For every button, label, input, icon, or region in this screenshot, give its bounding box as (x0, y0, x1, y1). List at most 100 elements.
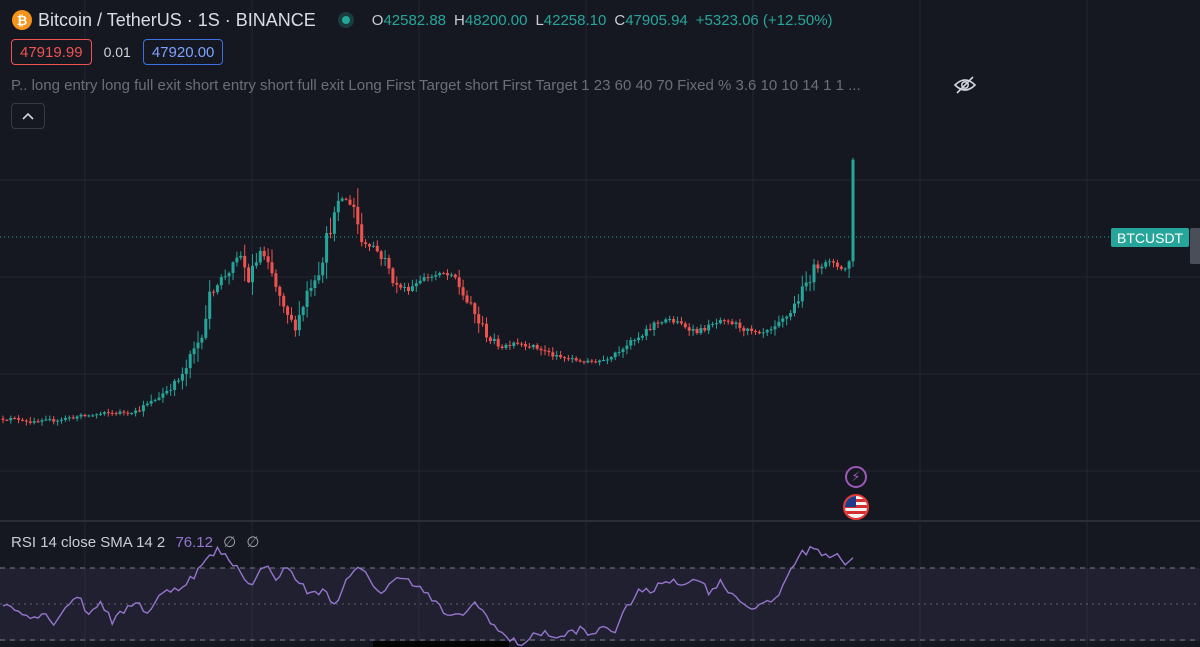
candle (812, 259, 816, 291)
candle (138, 406, 141, 413)
candle (613, 351, 617, 361)
strategy-legend[interactable]: P.. long entry long full exit short entr… (11, 77, 861, 94)
candle (761, 328, 765, 338)
candle (368, 243, 371, 252)
candle (804, 271, 808, 292)
candle (169, 383, 173, 396)
candle (184, 359, 188, 387)
candle (17, 415, 21, 424)
candle (570, 354, 574, 363)
rsi-params: 14 close SMA 14 2 (40, 534, 166, 551)
candle (243, 244, 247, 282)
sell-button[interactable]: 47919.99 (11, 39, 92, 65)
lightning-icon[interactable]: ⚡ (845, 466, 867, 488)
candle (555, 350, 559, 360)
ohlc-low: L42258.10 (535, 11, 607, 29)
candle (286, 305, 290, 324)
candle (559, 350, 563, 360)
candle (344, 197, 348, 201)
candle (360, 212, 364, 247)
candle (266, 248, 270, 270)
candle (430, 274, 434, 282)
candle (664, 317, 668, 324)
candle (633, 338, 637, 346)
candle (258, 246, 262, 265)
candle (539, 346, 543, 356)
market-status-icon[interactable] (337, 12, 354, 28)
candle (746, 327, 750, 336)
eye-slash-icon[interactable] (952, 74, 978, 96)
candle (309, 279, 313, 297)
candle (180, 367, 184, 390)
candle (640, 334, 644, 341)
candle (270, 249, 274, 277)
candle (9, 415, 13, 424)
candle (485, 317, 488, 343)
candle (695, 326, 699, 335)
candle (262, 246, 266, 260)
candle (239, 251, 243, 261)
candle (418, 275, 422, 285)
candle (527, 343, 531, 349)
rsi-name: RSI (11, 534, 37, 551)
candle (621, 347, 625, 358)
candle (235, 251, 239, 267)
candle (317, 261, 321, 284)
us-flag-icon[interactable] (843, 494, 869, 520)
candle (722, 318, 726, 325)
candle (426, 273, 430, 282)
candle (32, 417, 36, 425)
candle (110, 410, 114, 416)
candle (336, 192, 340, 221)
rsi-legend[interactable]: RSI 14 close SMA 14 2 76.12 ∅ ∅ (11, 533, 259, 551)
candle (668, 315, 672, 323)
candle (835, 259, 839, 270)
candle (13, 416, 17, 420)
candle (473, 301, 477, 324)
candle (114, 411, 118, 416)
candle (52, 416, 56, 425)
candle (102, 410, 106, 416)
candle (757, 330, 761, 335)
candle (387, 254, 391, 275)
candle (192, 341, 196, 364)
candle (543, 345, 547, 356)
collapse-legend-button[interactable] (11, 103, 45, 129)
candle (687, 323, 691, 336)
candle (153, 398, 157, 403)
candle (816, 260, 820, 273)
candle (371, 241, 375, 248)
price-change: +5323.06 (+12.50%) (695, 11, 833, 29)
candle (1, 415, 5, 424)
candle (718, 317, 722, 325)
candle (656, 320, 660, 329)
candle (598, 359, 602, 366)
ohlc-high: H48200.00 (454, 11, 528, 29)
candle (254, 253, 258, 269)
candle (851, 157, 855, 267)
candle (95, 413, 99, 419)
candle (605, 356, 609, 365)
candle (332, 206, 336, 242)
candle (765, 329, 769, 336)
candle (325, 226, 329, 279)
candle (832, 258, 835, 268)
candle (196, 331, 200, 362)
candle (726, 319, 730, 325)
candle (602, 355, 605, 362)
candle (512, 341, 516, 349)
candle (469, 296, 473, 306)
candle (379, 249, 383, 266)
candle (609, 356, 613, 362)
symbol-title[interactable]: Bitcoin / TetherUS · 1S · BINANCE (38, 9, 316, 30)
candle (453, 273, 457, 280)
candle (535, 343, 539, 351)
candle (676, 316, 679, 325)
candle (200, 334, 204, 350)
buy-button[interactable]: 47920.00 (142, 39, 224, 65)
candle (219, 274, 223, 290)
candle (660, 321, 664, 326)
candle (231, 261, 235, 281)
price-scale-handle[interactable] (1190, 228, 1200, 264)
